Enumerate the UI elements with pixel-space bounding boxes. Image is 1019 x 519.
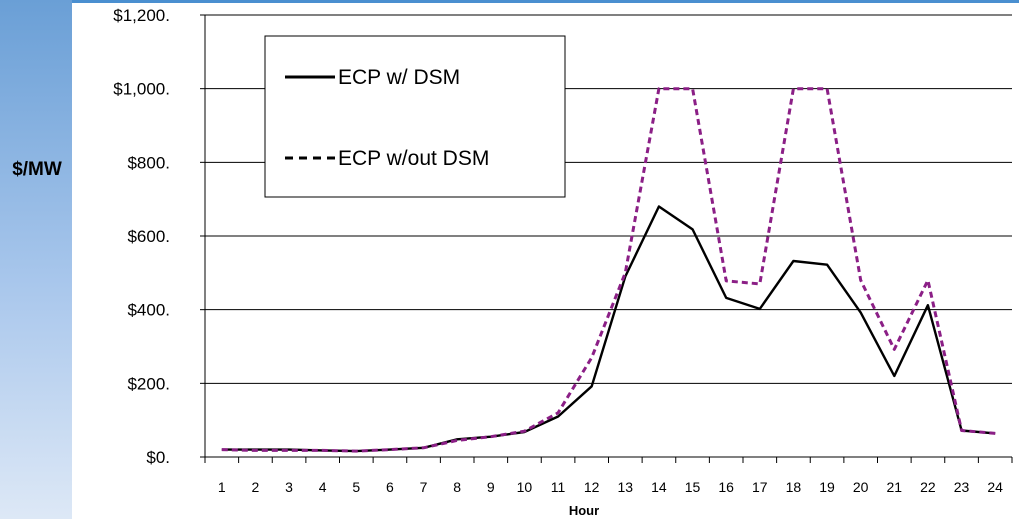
side-color-band xyxy=(0,0,72,519)
y-tick-label-1: $200. xyxy=(127,374,170,393)
x-tick-label-20: 20 xyxy=(853,479,869,495)
x-tick-label-4: 4 xyxy=(319,479,327,495)
x-tick-label-13: 13 xyxy=(618,479,634,495)
x-tick-label-22: 22 xyxy=(920,479,936,495)
x-tick-label-7: 7 xyxy=(420,479,428,495)
x-tick-label-12: 12 xyxy=(584,479,600,495)
x-tick-label-15: 15 xyxy=(685,479,701,495)
series-line-1 xyxy=(221,87,996,453)
x-tick-label-11: 11 xyxy=(551,479,566,495)
x-tick-label-16: 16 xyxy=(718,479,734,495)
y-tick-label-2: $400. xyxy=(127,301,170,320)
x-tick-label-17: 17 xyxy=(752,479,768,495)
y-tick-label-3: $600. xyxy=(127,227,170,246)
x-tick-label-1: 1 xyxy=(218,479,226,495)
series-layer xyxy=(221,87,996,453)
x-tick-label-6: 6 xyxy=(386,479,394,495)
y-axis-ticks: $0. $200. $400. $600. $800. $1,000. $1,200. xyxy=(113,6,205,467)
x-tick-label-19: 19 xyxy=(819,479,835,495)
legend: ECP w/ DSM ECP w/out DSM xyxy=(264,35,566,198)
series-line-0 xyxy=(221,205,996,453)
legend-box xyxy=(264,35,566,198)
x-tick-label-18: 18 xyxy=(786,479,802,495)
y-tick-label-0: $0. xyxy=(146,448,170,467)
legend-label-ecp-with-dsm: ECP w/ DSM xyxy=(338,66,460,89)
x-tick-label-24: 24 xyxy=(987,479,1003,495)
x-tick-label-2: 2 xyxy=(252,479,260,495)
top-accent-rule xyxy=(72,0,1019,3)
x-axis-title: Hour xyxy=(569,503,599,518)
x-tick-label-10: 10 xyxy=(517,479,533,495)
y-tick-label-5: $1,000. xyxy=(113,80,170,99)
x-tick-label-3: 3 xyxy=(285,479,293,495)
y-axis-title: $/MW xyxy=(12,159,62,180)
y-tick-label-4: $800. xyxy=(127,153,170,172)
x-tick-label-23: 23 xyxy=(954,479,970,495)
x-tick-label-9: 9 xyxy=(487,479,495,495)
x-tick-label-8: 8 xyxy=(453,479,461,495)
x-axis-ticks: 1 2 3 4 5 6 7 8 9 10 11 12 13 14 15 16 17 18 19 20 21 22 23 24 xyxy=(204,457,1013,495)
x-tick-label-21: 21 xyxy=(887,479,903,495)
legend-label-ecp-without-dsm: ECP w/out DSM xyxy=(338,147,489,170)
y-tick-label-6: $1,200. xyxy=(113,6,170,25)
x-tick-label-14: 14 xyxy=(651,479,667,495)
x-tick-label-5: 5 xyxy=(352,479,360,495)
